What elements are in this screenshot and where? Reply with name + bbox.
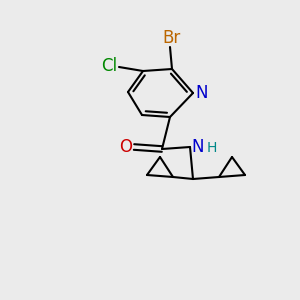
Text: N: N [196,84,208,102]
Text: Br: Br [162,29,180,47]
Text: Cl: Cl [101,57,117,75]
Text: H: H [207,141,217,155]
Text: N: N [192,138,204,156]
Text: O: O [119,138,133,156]
